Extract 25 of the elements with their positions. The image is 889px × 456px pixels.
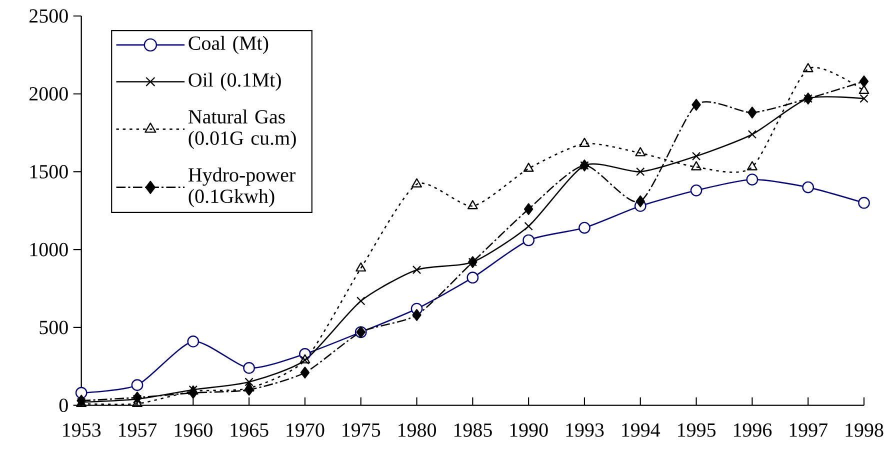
y-tick-label: 0	[59, 398, 68, 412]
x-tick-label: 1953	[63, 423, 101, 437]
x-tick-label: 1970	[286, 423, 324, 437]
x-tick-label: 1975	[342, 423, 380, 437]
y-tick-label: 1500	[30, 164, 68, 178]
x-tick-label: 1990	[510, 423, 548, 437]
x-tick-label: 1993	[566, 423, 604, 437]
x-tick-label: 1996	[734, 423, 772, 437]
y-tick-label: 2500	[30, 9, 68, 23]
y-tick-label: 500	[40, 320, 68, 334]
x-tick-label: 1998	[846, 423, 884, 437]
x-tick-label: 1995	[678, 423, 716, 437]
x-tick-label: 1994	[622, 423, 660, 437]
y-tick-label: 1000	[30, 242, 68, 256]
x-tick-label: 1960	[174, 423, 212, 437]
x-tick-label: 1997	[790, 423, 828, 437]
legend-label: Coal (Mt)	[188, 36, 268, 54]
legend-label: Hydro-power (0.1Gkwh)	[188, 168, 296, 208]
x-tick-label: 1980	[398, 423, 436, 437]
x-tick-label: 1985	[454, 423, 492, 437]
x-tick-label: 1957	[119, 423, 157, 437]
x-tick-label: 1965	[230, 423, 268, 437]
legend-label: Natural Gas (0.01G cu.m)	[188, 109, 296, 149]
y-tick-label: 2000	[30, 87, 68, 101]
legend-label: Oil (0.1Mt)	[188, 72, 281, 91]
